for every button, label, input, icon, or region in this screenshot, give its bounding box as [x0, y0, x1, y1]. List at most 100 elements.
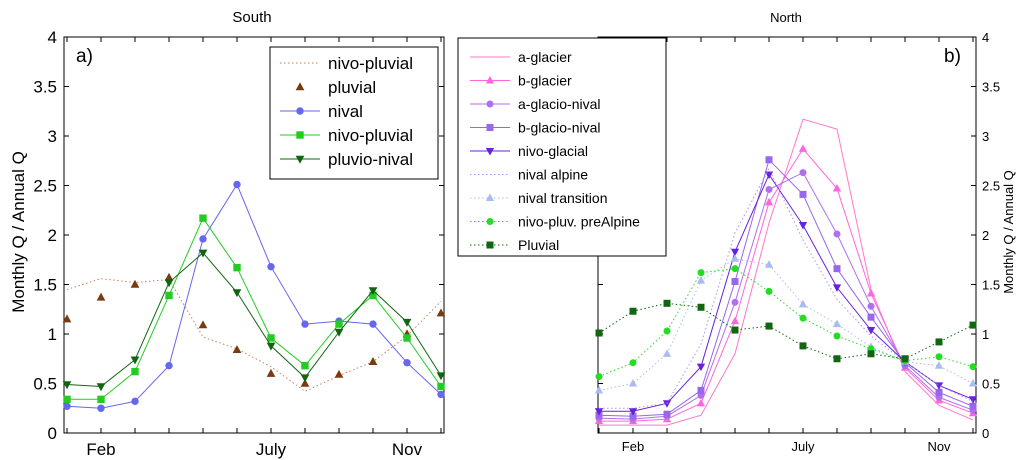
data-point [595, 329, 603, 337]
data-point [63, 402, 71, 410]
data-point [368, 357, 378, 365]
legend-marker [295, 155, 305, 164]
series-nivo-glacial [594, 171, 978, 416]
data-point [798, 222, 808, 230]
data-point [866, 288, 876, 297]
legend-label: nivo-pluvial [328, 126, 413, 145]
data-point [832, 319, 842, 328]
data-point [369, 320, 377, 328]
data-point [969, 402, 977, 410]
data-point [300, 374, 310, 383]
data-point [696, 276, 706, 284]
legend-marker [486, 124, 494, 131]
legend-entry: nivo-pluvial [280, 54, 413, 73]
data-point [629, 307, 637, 315]
legend-label: nivo-pluv. preAlpine [518, 214, 640, 230]
data-point [731, 326, 739, 334]
y-tick-label: 3 [48, 127, 57, 146]
legend-marker [485, 76, 495, 84]
series-line [598, 171, 974, 420]
data-point [334, 369, 344, 378]
x-tick-label: July [791, 439, 815, 454]
data-point [437, 390, 445, 399]
data-point [730, 316, 740, 325]
data-point [130, 356, 140, 365]
data-point [731, 265, 739, 273]
data-point [96, 383, 106, 392]
data-point [765, 156, 773, 164]
data-point [969, 321, 977, 329]
series-line [66, 252, 442, 388]
data-point [663, 299, 671, 307]
data-point [629, 359, 637, 367]
series-line [599, 148, 974, 422]
legend-entry: nival alpine [470, 167, 588, 183]
data-point [866, 326, 876, 335]
data-point [335, 320, 343, 328]
x-ticks: Feb July Nov [66, 37, 442, 459]
x-tick-label: Nov [392, 440, 423, 459]
y-ticks: 0 0.5 1 1.5 2 2.5 3 3.5 4 [598, 30, 1000, 441]
data-point [164, 279, 174, 288]
data-point [130, 279, 140, 288]
data-point [867, 302, 875, 310]
legend-entry: b-glacio-nival [470, 120, 600, 136]
data-point [799, 190, 807, 198]
y-axis-label: Monthly Q / Annual Q [1001, 170, 1016, 294]
legend-marker [486, 218, 494, 225]
data-point [198, 320, 208, 329]
data-point [731, 278, 739, 286]
data-point [663, 327, 671, 335]
panel-label: a) [76, 46, 93, 67]
data-point [833, 332, 841, 340]
panel-south: South Monthly Q / Annual Q Feb July Nov 00… [9, 9, 446, 459]
data-point [233, 263, 241, 272]
data-point [267, 262, 275, 271]
data-point [662, 349, 672, 357]
data-point [199, 235, 207, 243]
legend-label: pluvial [328, 78, 376, 97]
data-point [63, 395, 71, 404]
legend-entry: nivo-pluvial [280, 126, 413, 145]
data-point [300, 378, 310, 387]
y-tick-label: 3.5 [33, 78, 57, 97]
y-tick-label: 1.5 [982, 278, 1000, 293]
data-point [935, 388, 943, 396]
legend-label: pluvio-nival [328, 150, 413, 169]
legend-entry: nivo-pluv. preAlpine [470, 214, 640, 230]
data-point [403, 359, 411, 367]
data-point [867, 313, 875, 321]
series-line [598, 158, 974, 417]
legend-label: nivo-pluvial [328, 54, 413, 73]
data-point [233, 180, 241, 189]
data-point [798, 144, 808, 152]
y-tick-label: 4 [982, 30, 989, 45]
legend-entry: Pluvial [470, 237, 559, 253]
legend-label: Pluvial [518, 237, 559, 253]
series-pluvio-nival [62, 249, 446, 392]
legend-entry: a-glacier [470, 49, 572, 65]
chart-title: North [770, 10, 802, 25]
y-tick-label: 4 [48, 28, 57, 47]
y-tick-label: 2 [982, 228, 989, 243]
data-point [765, 287, 773, 295]
data-point [969, 363, 977, 371]
series-group [62, 180, 446, 412]
y-tick-label: 3 [982, 129, 989, 144]
data-point [764, 171, 774, 180]
data-point [198, 249, 208, 258]
data-point [935, 338, 943, 346]
y-tick-label: 0.5 [33, 375, 57, 394]
legend-marker [296, 131, 304, 139]
data-point [764, 260, 774, 268]
legend-label: a-glacio-nival [518, 96, 600, 112]
series-pluvial [595, 299, 977, 363]
data-point [97, 395, 105, 404]
data-point [232, 289, 242, 298]
data-point [968, 396, 978, 404]
legend-marker [486, 241, 494, 249]
data-point [267, 334, 275, 342]
series-line [67, 217, 442, 400]
data-point [765, 322, 773, 330]
legend-label: b-glacier [518, 73, 572, 89]
